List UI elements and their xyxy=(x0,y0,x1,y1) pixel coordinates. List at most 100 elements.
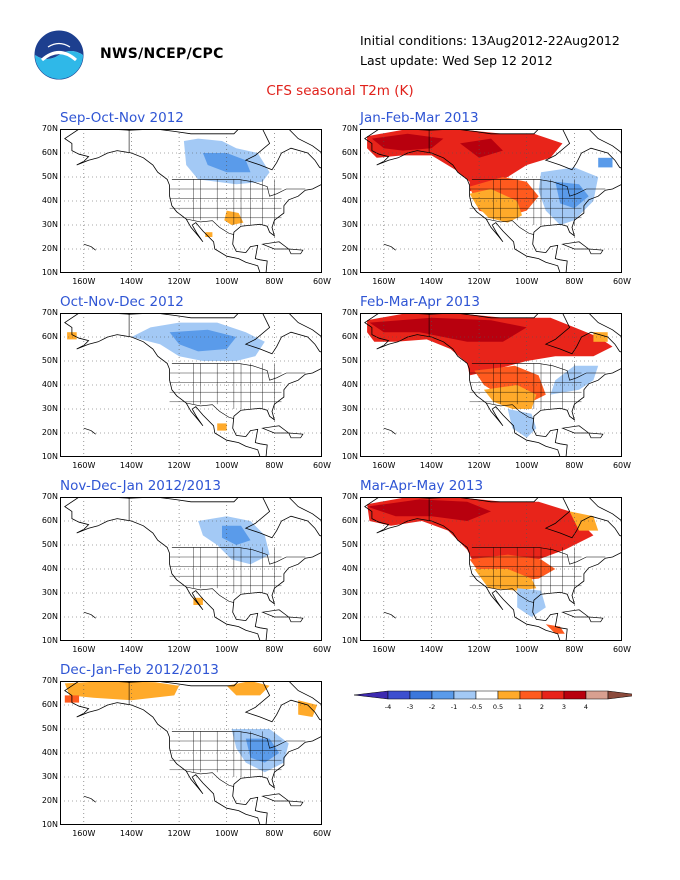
anomaly-shading xyxy=(367,313,613,438)
graticule xyxy=(360,497,622,641)
lat-label: 30N xyxy=(41,588,58,597)
panel-title-son-2012: Sep-Oct-Nov 2012 xyxy=(60,110,184,126)
coastline xyxy=(64,313,322,457)
lon-label: 160W xyxy=(372,461,396,470)
lat-label: 30N xyxy=(41,220,58,229)
lon-label: 60W xyxy=(312,645,332,654)
lon-label: 120W xyxy=(167,829,191,838)
map-panel-djf-2012-2013 xyxy=(60,681,322,825)
anomaly-shading xyxy=(67,322,265,431)
colorbar-label: 3 xyxy=(562,703,566,711)
lat-label: 20N xyxy=(41,244,58,253)
main-title: CFS seasonal T2m (K) xyxy=(266,83,414,99)
lat-label: 20N xyxy=(41,796,58,805)
colorbar-label: -4 xyxy=(385,703,391,711)
panel-title-ond-2012: Oct-Nov-Dec 2012 xyxy=(60,294,184,310)
lon-label: 120W xyxy=(467,645,491,654)
state-borders xyxy=(169,179,282,225)
lon-label: 100W xyxy=(515,277,539,286)
colorbar-segment xyxy=(563,690,587,700)
lat-label: 20N xyxy=(41,428,58,437)
coastline xyxy=(364,497,622,641)
lon-label: 80W xyxy=(565,277,584,286)
panel-title-ndj-2012-2013: Nov-Dec-Jan 2012/2013 xyxy=(60,478,221,494)
map-panel-son-2012 xyxy=(60,129,322,273)
map-frame xyxy=(60,681,322,825)
lat-label: 60N xyxy=(41,148,58,157)
lat-label: 70N xyxy=(41,124,58,133)
coastline xyxy=(64,681,322,825)
state-borders xyxy=(469,363,582,409)
lat-label: 10N xyxy=(341,268,358,277)
lon-label: 140W xyxy=(119,461,144,470)
state-borders xyxy=(169,731,282,777)
state-borders xyxy=(469,179,582,225)
colorbar-label: 4 xyxy=(584,703,588,711)
lat-label: 40N xyxy=(341,196,358,205)
lon-label: 60W xyxy=(312,461,332,470)
agency-name: NWS/NCEP/CPC xyxy=(100,46,224,62)
lat-label: 50N xyxy=(41,724,58,733)
lat-label: 30N xyxy=(341,220,358,229)
panel-title-mam-2013: Mar-Apr-May 2013 xyxy=(360,478,484,494)
coastline xyxy=(64,129,322,273)
lat-label: 60N xyxy=(341,148,358,157)
lon-label: 140W xyxy=(119,277,144,286)
lon-label: 100W xyxy=(215,461,239,470)
lat-label: 40N xyxy=(41,380,58,389)
colorbar-segment xyxy=(497,690,521,700)
lat-label: 60N xyxy=(341,332,358,341)
lon-label: 60W xyxy=(312,829,332,838)
map-panel-ond-2012 xyxy=(60,313,322,457)
lon-label: 60W xyxy=(612,645,632,654)
graticule xyxy=(360,129,622,273)
lon-label: 120W xyxy=(467,277,491,286)
lon-label: 100W xyxy=(215,829,239,838)
lat-label: 30N xyxy=(41,772,58,781)
lat-label: 40N xyxy=(41,748,58,757)
colorbar-label: 1 xyxy=(518,703,522,711)
lat-label: 30N xyxy=(41,404,58,413)
colorbar-segment xyxy=(475,690,499,700)
lat-label: 70N xyxy=(341,124,358,133)
lon-label: 60W xyxy=(612,277,632,286)
map-frame xyxy=(60,129,322,273)
state-borders xyxy=(169,363,282,409)
map-panel-ndj-2012-2013 xyxy=(60,497,322,641)
lat-label: 60N xyxy=(41,700,58,709)
noaa-logo-icon xyxy=(34,30,84,80)
coastline xyxy=(364,129,622,273)
lat-label: 60N xyxy=(41,332,58,341)
lon-label: 160W xyxy=(72,277,96,286)
state-borders xyxy=(469,547,582,593)
lat-label: 20N xyxy=(341,612,358,621)
lon-label: 140W xyxy=(419,461,444,470)
coastline xyxy=(364,313,622,457)
colorbar-label: -0.5 xyxy=(470,703,483,711)
lat-label: 50N xyxy=(341,540,358,549)
graticule xyxy=(60,313,322,457)
colorbar-segment xyxy=(607,690,632,700)
colorbar-segment xyxy=(541,690,565,700)
colorbar-segment xyxy=(409,690,433,700)
lon-label: 120W xyxy=(167,645,191,654)
map-frame xyxy=(360,313,622,457)
graticule xyxy=(360,313,622,457)
colorbar-segment xyxy=(585,690,609,700)
lon-label: 120W xyxy=(167,461,191,470)
colorbar-segment xyxy=(431,690,455,700)
colorbar-legend: -4 -3 -2 -1 -0.5 0.5 1 2 3 4 xyxy=(353,690,632,711)
map-frame xyxy=(60,497,322,641)
lon-label: 80W xyxy=(265,645,284,654)
lon-label: 80W xyxy=(265,829,284,838)
map-frame xyxy=(360,497,622,641)
lat-label: 70N xyxy=(41,676,58,685)
colorbar-label: -2 xyxy=(429,703,435,711)
lon-label: 80W xyxy=(565,645,584,654)
lat-label: 30N xyxy=(341,404,358,413)
lat-label: 40N xyxy=(41,196,58,205)
lat-label: 70N xyxy=(341,492,358,501)
colorbar-segment xyxy=(353,690,389,700)
lat-label: 40N xyxy=(341,380,358,389)
lon-label: 160W xyxy=(72,461,96,470)
